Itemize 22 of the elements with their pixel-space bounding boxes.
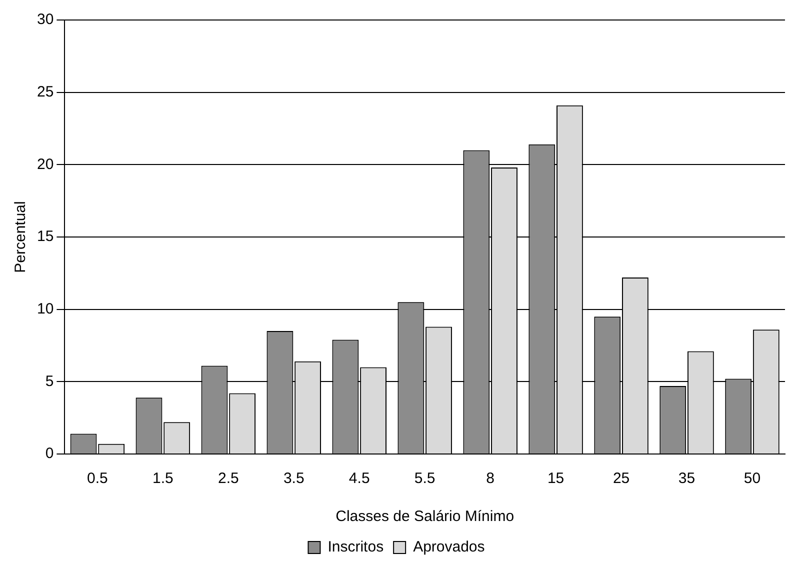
legend-label: Aprovados: [413, 538, 485, 556]
x-tick-label: 0.5: [86, 470, 108, 488]
y-tick-label: 30: [36, 11, 54, 28]
x-tick-label: 2.5: [218, 470, 239, 488]
legend-label: Inscritos: [328, 538, 384, 556]
x-tick-label: 5.5: [414, 470, 436, 488]
x-tick-label: 8: [486, 470, 494, 488]
x-tick-label: 35: [678, 470, 696, 488]
x-axis-title: Classes de Salário Mínimo: [336, 508, 514, 526]
x-tick-label: 50: [744, 470, 761, 488]
y-tick-label: 20: [36, 156, 54, 173]
x-tick-label: 1.5: [152, 470, 174, 488]
x-tick-label: 25: [612, 470, 630, 488]
y-tick-label: 15: [36, 228, 54, 246]
x-tick-label: 15: [547, 470, 564, 488]
y-tick-label: 0: [45, 445, 54, 462]
y-tick-label: 25: [36, 83, 54, 100]
y-tick-label: 10: [36, 300, 54, 318]
x-tick-label: 4.5: [348, 470, 370, 488]
y-axis-title: Percentual: [12, 201, 30, 273]
x-tick-label: 3.5: [283, 470, 304, 488]
y-tick-label: 5: [45, 372, 54, 390]
